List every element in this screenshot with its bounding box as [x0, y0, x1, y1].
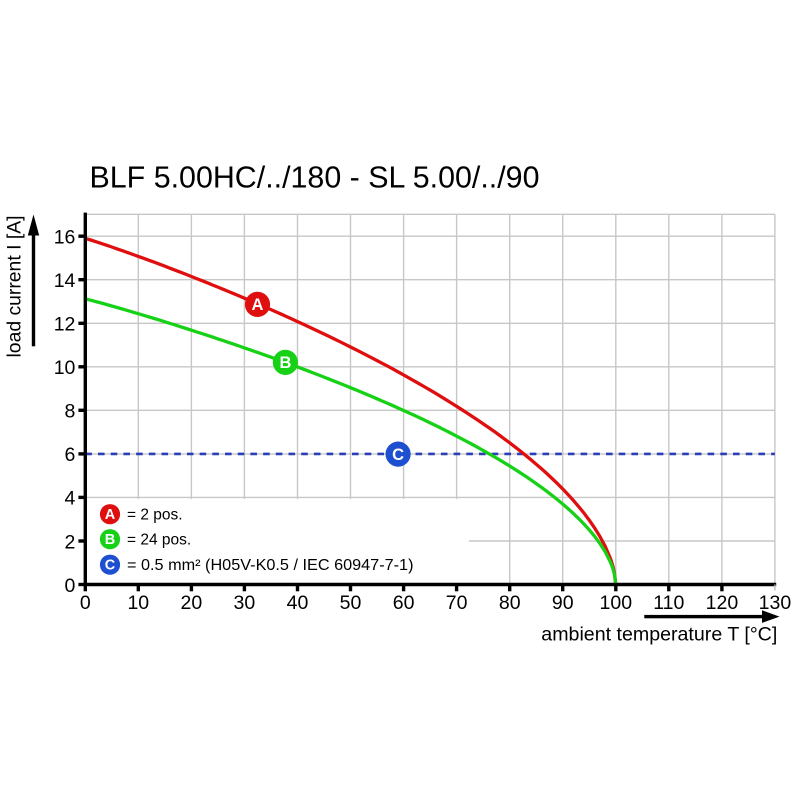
svg-text:80: 80	[499, 592, 521, 614]
svg-text:90: 90	[552, 592, 574, 614]
svg-text:= 2 pos.: = 2 pos.	[127, 506, 183, 523]
svg-text:16: 16	[54, 227, 76, 249]
svg-text:12: 12	[54, 314, 76, 336]
svg-text:10: 10	[54, 357, 76, 379]
svg-text:= 24 pos.: = 24 pos.	[127, 531, 191, 548]
svg-text:30: 30	[234, 592, 256, 614]
svg-text:C: C	[105, 558, 116, 574]
svg-text:130: 130	[759, 592, 792, 614]
svg-text:40: 40	[287, 592, 309, 614]
svg-text:B: B	[279, 354, 291, 372]
svg-text:A: A	[105, 507, 116, 523]
svg-text:20: 20	[181, 592, 203, 614]
svg-text:0: 0	[80, 592, 91, 614]
svg-text:C: C	[392, 446, 404, 464]
svg-text:6: 6	[65, 444, 76, 466]
svg-text:14: 14	[54, 270, 76, 292]
svg-text:0: 0	[65, 575, 76, 597]
svg-text:ambient temperature T [°C]: ambient temperature T [°C]	[541, 625, 777, 646]
svg-text:B: B	[105, 532, 115, 548]
svg-text:load current I [A]: load current I [A]	[4, 216, 26, 358]
svg-text:100: 100	[600, 592, 633, 614]
svg-text:50: 50	[340, 592, 362, 614]
svg-text:120: 120	[706, 592, 739, 614]
svg-text:8: 8	[65, 401, 76, 423]
svg-text:= 0.5 mm² (H05V-K0.5 / IEC 609: = 0.5 mm² (H05V-K0.5 / IEC 60947-7-1)	[127, 557, 414, 574]
svg-text:60: 60	[393, 592, 415, 614]
svg-text:110: 110	[653, 592, 684, 614]
svg-text:10: 10	[127, 592, 149, 614]
svg-text:BLF 5.00HC/../180 - SL 5.00/..: BLF 5.00HC/../180 - SL 5.00/../90	[90, 160, 540, 195]
svg-text:2: 2	[65, 531, 76, 553]
svg-text:70: 70	[446, 592, 468, 614]
svg-text:A: A	[252, 296, 264, 314]
svg-text:4: 4	[65, 488, 76, 510]
